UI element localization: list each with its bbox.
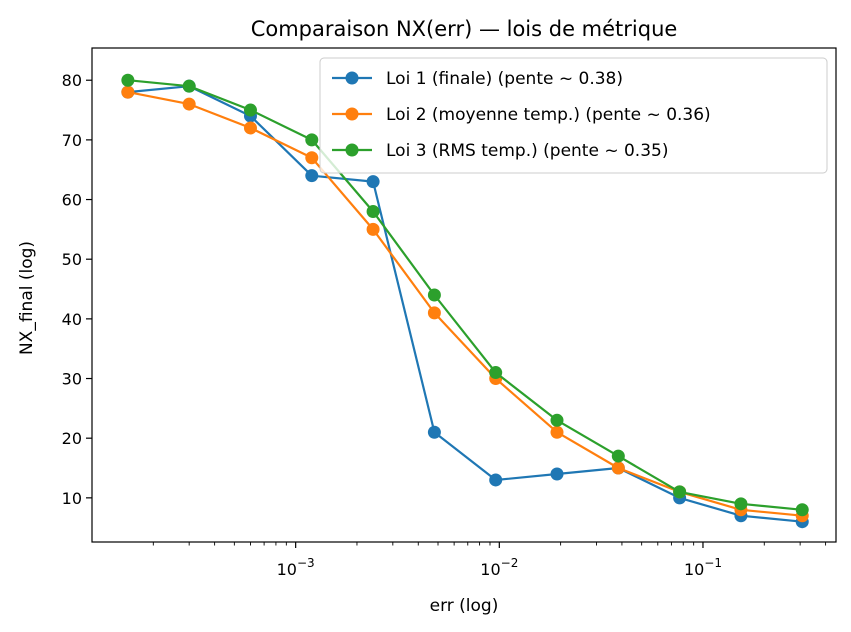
- x-tick-label: 10−3: [277, 556, 315, 579]
- y-tick-label: 60: [62, 191, 82, 210]
- data-point: [305, 151, 319, 165]
- data-point: [182, 79, 196, 93]
- y-tick-label: 50: [62, 250, 82, 269]
- data-point: [121, 85, 135, 99]
- legend-marker: [345, 143, 359, 157]
- data-point: [550, 467, 564, 481]
- data-point: [489, 366, 503, 380]
- y-tick-label: 10: [62, 489, 82, 508]
- axes-frame: [91, 47, 837, 543]
- data-point: [366, 175, 380, 189]
- data-point: [611, 449, 625, 463]
- chart-title: Comparaison NX(err) — lois de métrique: [251, 17, 678, 41]
- data-point: [305, 133, 319, 147]
- y-tick-label: 40: [62, 310, 82, 329]
- data-point: [611, 461, 625, 475]
- data-point: [734, 497, 748, 511]
- y-tick-label: 30: [62, 370, 82, 389]
- legend-label: Loi 3 (RMS temp.) (pente ~ 0.35): [386, 141, 668, 161]
- y-tick-label: 80: [62, 71, 82, 90]
- data-point: [489, 473, 503, 487]
- data-point: [366, 222, 380, 236]
- data-point: [243, 103, 257, 117]
- data-point: [550, 425, 564, 439]
- legend-label: Loi 1 (finale) (pente ~ 0.38): [386, 69, 623, 89]
- data-point: [427, 306, 441, 320]
- legend-box: [319, 57, 828, 174]
- series-line-3: [127, 79, 803, 511]
- x-tick-label: 10−2: [480, 556, 518, 579]
- legend-marker: [345, 71, 359, 85]
- data-point: [427, 288, 441, 302]
- data-point: [182, 97, 196, 111]
- data-point: [673, 485, 687, 499]
- data-point: [427, 425, 441, 439]
- plot-area: 10 20 30 40 50 60 70 80 10−3 10−2 10−1 Loi 1 (final…: [62, 47, 837, 579]
- data-point: [550, 413, 564, 427]
- y-tick-label: 20: [62, 429, 82, 448]
- x-axis-label: err (log): [430, 596, 499, 616]
- x-tick-label: 10−1: [684, 556, 722, 579]
- data-point: [305, 169, 319, 183]
- data-point: [243, 121, 257, 135]
- y-tick-label: 70: [62, 131, 82, 150]
- data-point: [795, 503, 809, 517]
- legend-label: Loi 2 (moyenne temp.) (pente ~ 0.36): [386, 105, 711, 125]
- legend-marker: [345, 107, 359, 121]
- y-axis-label: NX_final (log): [17, 241, 37, 355]
- data-point: [121, 73, 135, 87]
- data-point: [366, 204, 380, 218]
- series-line-1: [127, 85, 803, 523]
